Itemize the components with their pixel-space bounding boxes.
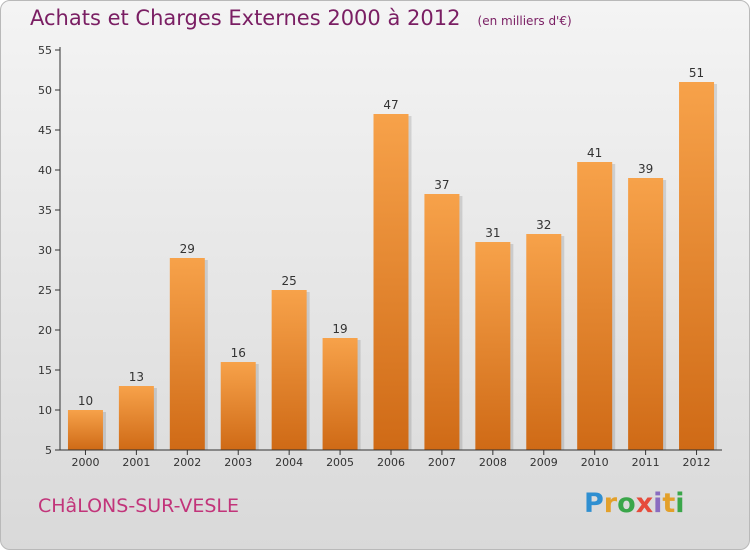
- x-tick-label: 2001: [122, 456, 150, 469]
- x-tick-label: 2008: [479, 456, 507, 469]
- bar-2006: [373, 114, 409, 450]
- y-tick-label: 5: [45, 444, 52, 457]
- y-tick-label: 10: [38, 404, 52, 417]
- bar-value-label: 13: [129, 370, 144, 384]
- x-tick-label: 2012: [683, 456, 711, 469]
- y-tick-label: 45: [38, 124, 52, 137]
- y-tick-label: 55: [38, 44, 52, 57]
- x-tick-label: 2007: [428, 456, 456, 469]
- x-tick-label: 2003: [224, 456, 252, 469]
- bar-2010: [577, 162, 613, 450]
- chart-title: Achats et Charges Externes 2000 à 2012 (…: [30, 6, 572, 30]
- bar-2011: [628, 178, 664, 450]
- bar-value-label: 47: [383, 98, 398, 112]
- chart-unit-note: (en milliers d'€): [477, 14, 572, 28]
- y-tick-label: 20: [38, 324, 52, 337]
- bar-2012: [679, 82, 715, 450]
- bar-value-label: 39: [638, 162, 653, 176]
- bar-value-label: 41: [587, 146, 602, 160]
- bar-2000: [67, 410, 103, 450]
- y-tick-label: 30: [38, 244, 52, 257]
- bar-2008: [475, 242, 511, 450]
- y-tick-label: 50: [38, 84, 52, 97]
- bar-2005: [322, 338, 358, 450]
- bar-value-label: 31: [485, 226, 500, 240]
- x-tick-label: 2009: [530, 456, 558, 469]
- city-name: CHâLONS-SUR-VESLE: [38, 495, 239, 517]
- bar-value-label: 19: [332, 322, 347, 336]
- bar-value-label: 10: [78, 394, 93, 408]
- x-tick-label: 2002: [173, 456, 201, 469]
- bar-value-label: 16: [231, 346, 246, 360]
- chart-title-text: Achats et Charges Externes 2000 à 2012: [30, 6, 461, 30]
- bar-2007: [424, 194, 460, 450]
- bar-value-label: 37: [434, 178, 449, 192]
- bar-value-label: 25: [282, 274, 297, 288]
- y-tick-label: 15: [38, 364, 52, 377]
- x-tick-label: 2000: [71, 456, 99, 469]
- bar-2002: [169, 258, 205, 450]
- y-tick-label: 25: [38, 284, 52, 297]
- x-tick-label: 2010: [581, 456, 609, 469]
- bar-value-label: 51: [689, 66, 704, 80]
- bar-value-label: 32: [536, 218, 551, 232]
- bar-2003: [220, 362, 256, 450]
- y-tick-label: 40: [38, 164, 52, 177]
- y-tick-label: 35: [38, 204, 52, 217]
- x-tick-label: 2004: [275, 456, 303, 469]
- bar-value-label: 29: [180, 242, 195, 256]
- bar-2001: [118, 386, 154, 450]
- bar-2004: [271, 290, 307, 450]
- x-tick-label: 2005: [326, 456, 354, 469]
- x-tick-label: 2011: [632, 456, 660, 469]
- x-tick-label: 2006: [377, 456, 405, 469]
- bar-2009: [526, 234, 562, 450]
- proxiti-logo: Proxiti: [584, 488, 685, 519]
